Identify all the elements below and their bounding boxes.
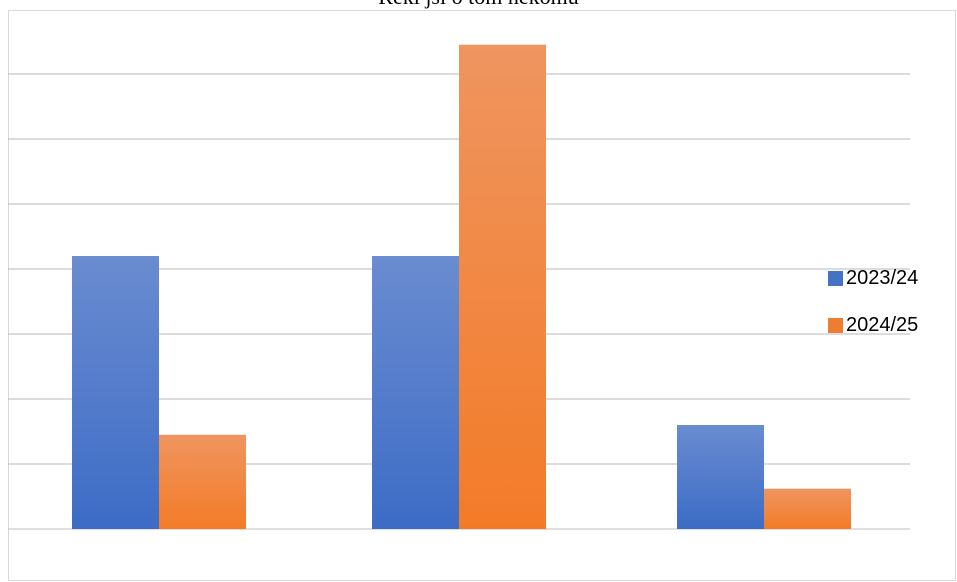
bars bbox=[72, 44, 851, 529]
bar-series-2-category-1 bbox=[159, 434, 246, 529]
legend-label-series-2: 2024/25 bbox=[846, 313, 919, 336]
bar-series-1-category-3 bbox=[677, 425, 764, 529]
legend-item-series-1: 2023/24 bbox=[828, 262, 918, 294]
legend-label-series-1: 2023/24 bbox=[846, 266, 919, 289]
chart-title: Řekl jsi o tom někomu bbox=[0, 0, 957, 8]
bar-series-1-category-2 bbox=[372, 256, 459, 529]
bar-series-2-category-2 bbox=[459, 44, 546, 529]
legend-swatch-series-1 bbox=[828, 270, 843, 286]
bar-series-2-category-3 bbox=[764, 488, 851, 529]
legend-swatch-series-2 bbox=[828, 317, 843, 333]
legend: 2023/24 2024/25 bbox=[828, 262, 918, 356]
bar-series-1-category-1 bbox=[72, 256, 159, 529]
legend-item-series-2: 2024/25 bbox=[828, 309, 918, 341]
